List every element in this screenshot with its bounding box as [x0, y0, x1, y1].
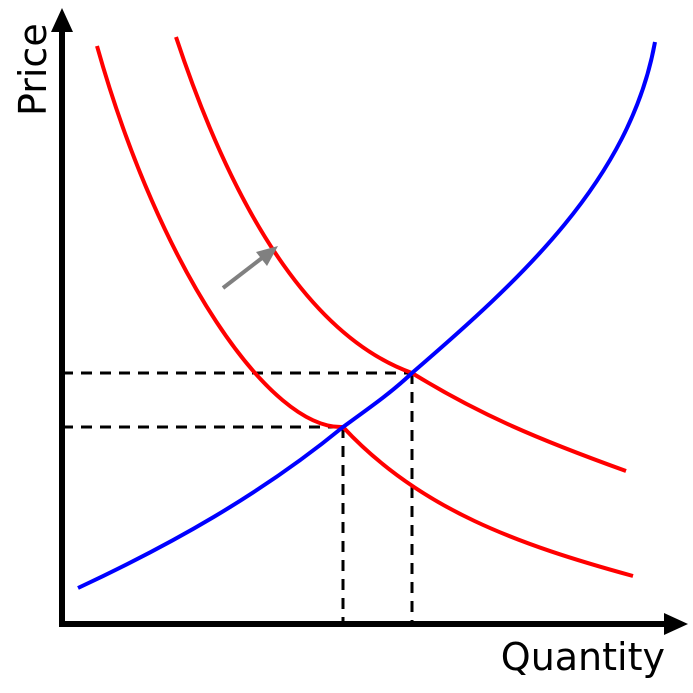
- demand-curve-shifted: [174, 36, 627, 473]
- axes: [51, 8, 688, 635]
- x-axis-arrowhead-icon: [664, 613, 688, 635]
- equilibrium-guides-original: [62, 425, 345, 622]
- equilibrium-guides-new: [62, 371, 414, 622]
- shift-arrow-icon: [221, 246, 278, 290]
- y-axis-arrowhead-icon: [51, 8, 73, 32]
- supply-curve: [77, 41, 657, 590]
- x-axis-label: Quantity: [501, 635, 665, 679]
- demand-curve-original: [95, 45, 634, 578]
- y-axis-label: Price: [11, 23, 55, 116]
